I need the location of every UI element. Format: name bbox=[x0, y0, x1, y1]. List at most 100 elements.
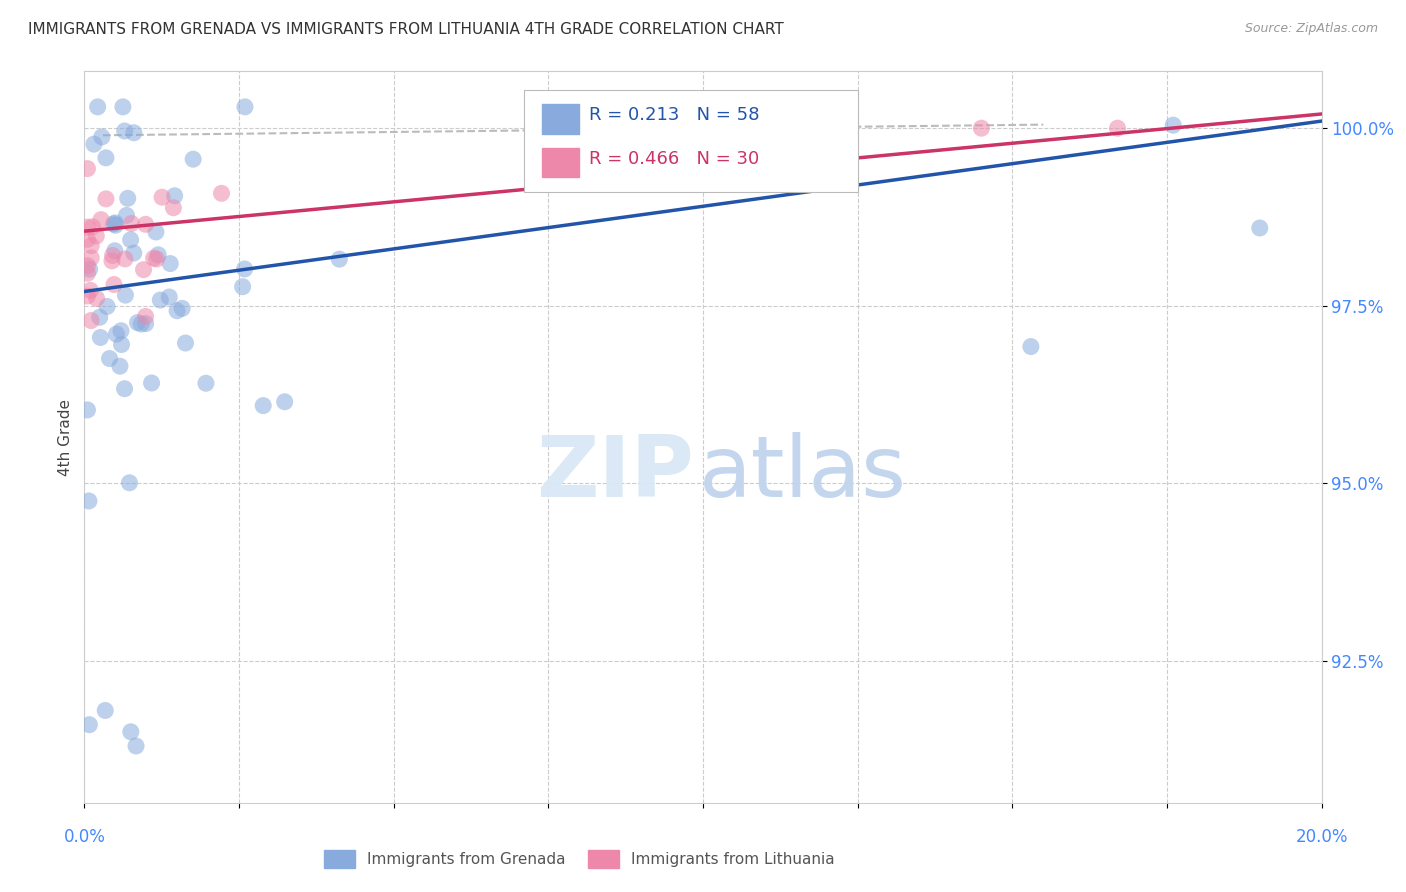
Point bbox=[104, 218, 127, 232]
Point bbox=[108, 359, 131, 374]
Point bbox=[101, 253, 124, 268]
Point bbox=[94, 192, 117, 206]
Point bbox=[132, 262, 155, 277]
Point bbox=[76, 266, 98, 280]
Text: R = 0.213   N = 58: R = 0.213 N = 58 bbox=[589, 106, 759, 124]
Point bbox=[110, 337, 132, 351]
Point bbox=[79, 262, 101, 277]
Point bbox=[149, 293, 172, 307]
Point bbox=[1107, 121, 1129, 136]
Text: R = 0.466   N = 30: R = 0.466 N = 30 bbox=[589, 150, 759, 168]
Point bbox=[194, 376, 217, 391]
Point bbox=[110, 324, 132, 338]
Point bbox=[86, 100, 108, 114]
Point bbox=[145, 225, 167, 239]
Point bbox=[98, 351, 121, 366]
Text: 20.0%: 20.0% bbox=[1295, 828, 1348, 846]
Point bbox=[111, 100, 134, 114]
Point bbox=[159, 256, 181, 270]
Point bbox=[135, 217, 157, 231]
Point bbox=[1249, 221, 1271, 235]
Point bbox=[80, 251, 103, 265]
Point bbox=[120, 233, 142, 247]
Point bbox=[76, 403, 98, 417]
Point bbox=[122, 246, 145, 260]
Point bbox=[172, 301, 194, 316]
Point bbox=[82, 219, 104, 234]
Point bbox=[76, 289, 98, 303]
Point bbox=[970, 121, 993, 136]
Point bbox=[815, 167, 838, 181]
Point bbox=[89, 330, 111, 344]
Point bbox=[114, 252, 136, 266]
Point bbox=[118, 475, 141, 490]
Point bbox=[90, 212, 112, 227]
Point bbox=[76, 232, 98, 246]
Text: 0.0%: 0.0% bbox=[63, 828, 105, 846]
Point bbox=[89, 310, 111, 325]
Point bbox=[232, 279, 254, 293]
Point bbox=[145, 252, 167, 266]
Y-axis label: 4th Grade: 4th Grade bbox=[58, 399, 73, 475]
Point bbox=[121, 217, 143, 231]
Point bbox=[127, 316, 149, 330]
Point bbox=[86, 292, 108, 306]
Point bbox=[90, 130, 112, 145]
Point bbox=[94, 704, 117, 718]
Point bbox=[135, 317, 157, 331]
Point bbox=[174, 336, 197, 351]
Point bbox=[157, 290, 180, 304]
Point bbox=[76, 259, 98, 273]
Point bbox=[114, 382, 136, 396]
Point bbox=[162, 201, 184, 215]
Point bbox=[328, 252, 350, 267]
Point bbox=[1161, 118, 1184, 132]
Point bbox=[104, 244, 127, 258]
Point bbox=[148, 248, 170, 262]
Point bbox=[1019, 340, 1042, 354]
Point bbox=[181, 152, 204, 166]
Text: atlas: atlas bbox=[699, 432, 907, 516]
Point bbox=[211, 186, 233, 201]
Point bbox=[76, 161, 98, 176]
Point bbox=[273, 394, 295, 409]
Point bbox=[135, 310, 157, 324]
Point bbox=[117, 191, 139, 205]
FancyBboxPatch shape bbox=[523, 90, 858, 192]
Point bbox=[101, 248, 124, 262]
Point bbox=[103, 277, 125, 292]
Point bbox=[80, 238, 103, 252]
Text: IMMIGRANTS FROM GRENADA VS IMMIGRANTS FROM LITHUANIA 4TH GRADE CORRELATION CHART: IMMIGRANTS FROM GRENADA VS IMMIGRANTS FR… bbox=[28, 22, 785, 37]
Point bbox=[233, 262, 256, 277]
Point bbox=[79, 284, 101, 298]
Text: Source: ZipAtlas.com: Source: ZipAtlas.com bbox=[1244, 22, 1378, 36]
Point bbox=[114, 124, 136, 138]
Point bbox=[84, 229, 107, 244]
Point bbox=[141, 376, 163, 390]
Point bbox=[104, 216, 127, 230]
Point bbox=[125, 739, 148, 753]
Text: ZIP: ZIP bbox=[537, 432, 695, 516]
Point bbox=[79, 717, 101, 731]
Point bbox=[83, 137, 105, 152]
Bar bbox=[543, 148, 579, 178]
Point bbox=[80, 313, 103, 327]
Bar bbox=[543, 104, 579, 134]
Point bbox=[252, 399, 274, 413]
Point bbox=[114, 288, 136, 302]
Point bbox=[76, 220, 98, 235]
Point bbox=[96, 300, 118, 314]
Point bbox=[166, 303, 188, 318]
Point bbox=[150, 190, 173, 204]
Point bbox=[122, 126, 145, 140]
Point bbox=[103, 217, 125, 231]
Point bbox=[163, 188, 186, 202]
Point bbox=[105, 327, 128, 342]
Point bbox=[233, 100, 256, 114]
Point bbox=[129, 317, 152, 331]
Point bbox=[120, 724, 142, 739]
Point bbox=[142, 251, 165, 265]
Point bbox=[94, 151, 117, 165]
Legend: Immigrants from Grenada, Immigrants from Lithuania: Immigrants from Grenada, Immigrants from… bbox=[323, 850, 835, 868]
Point bbox=[77, 494, 100, 508]
